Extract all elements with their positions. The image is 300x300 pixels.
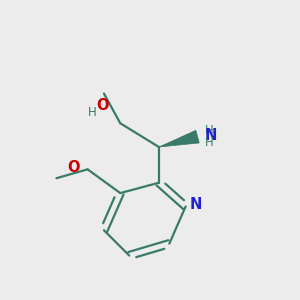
Text: H: H (88, 106, 96, 119)
Polygon shape (159, 130, 199, 147)
Text: O: O (68, 160, 80, 175)
Text: H: H (205, 136, 214, 149)
Text: H: H (205, 124, 214, 137)
Text: N: N (190, 197, 202, 212)
Text: O: O (96, 98, 109, 113)
Text: N: N (205, 128, 217, 143)
